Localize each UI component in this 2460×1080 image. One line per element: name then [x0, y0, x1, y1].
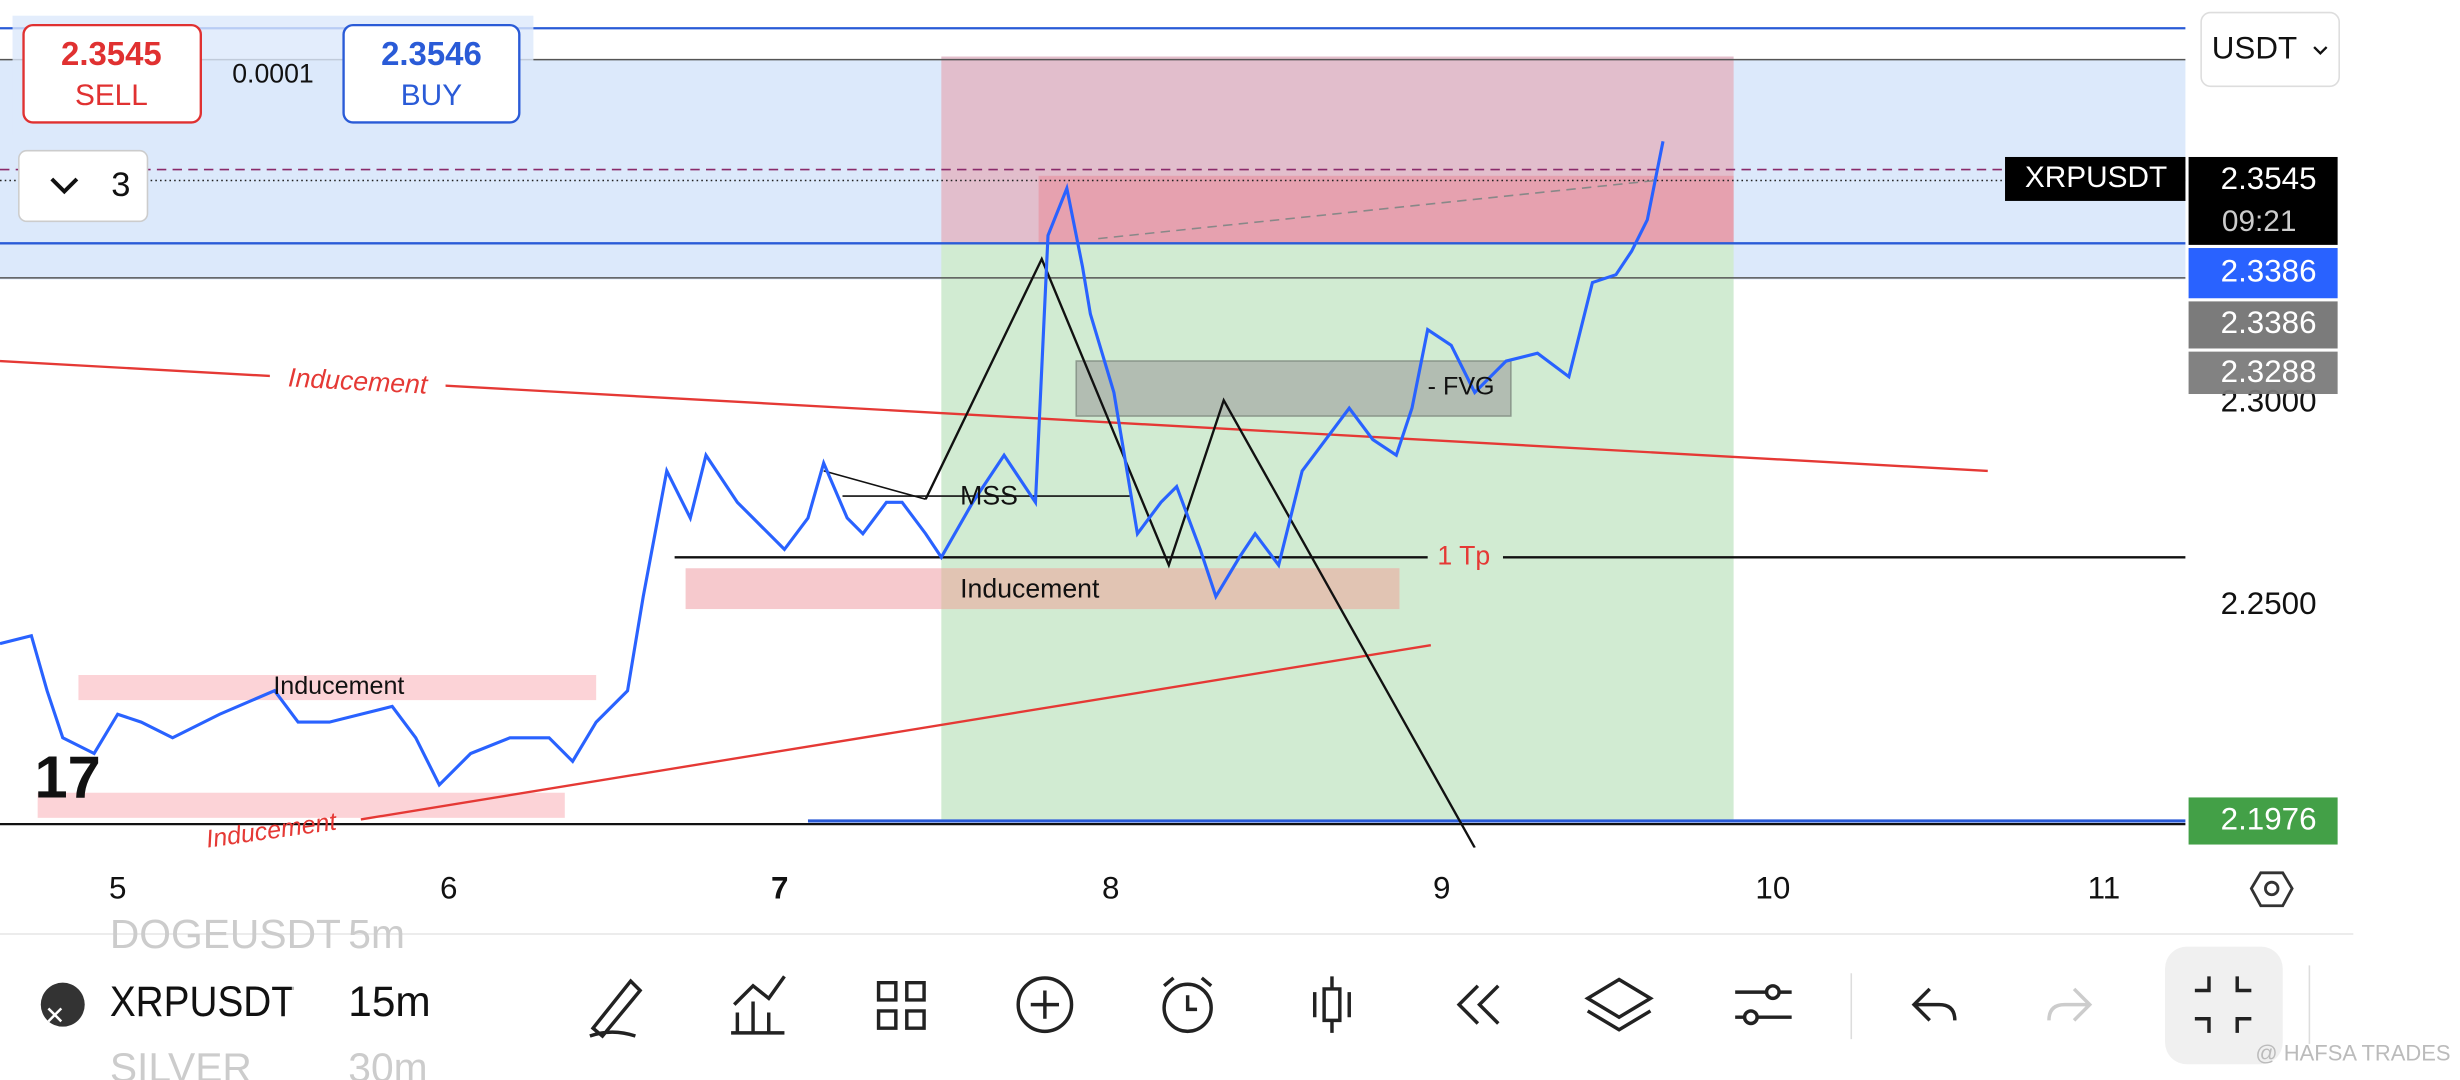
currency-dropdown[interactable] — [2200, 11, 2340, 88]
slider-knob — [1764, 984, 1781, 1001]
replay-icon[interactable] — [1456, 984, 1500, 1025]
currency: USDT — [2212, 31, 2297, 66]
add-icon-plus — [1030, 990, 1059, 1019]
indicator-icon[interactable] — [731, 975, 786, 1035]
alert-icon-hands — [1163, 976, 1213, 1012]
symbol-tag-text: XRPUSDT — [2025, 161, 2167, 194]
price-tag — [2188, 797, 2338, 845]
draw-icon[interactable] — [589, 978, 643, 1039]
price-tag — [2188, 301, 2338, 349]
ghost-interval: 5m — [348, 911, 405, 957]
inducement-box — [78, 675, 597, 701]
tp-label: 1 Tp — [1437, 540, 1490, 570]
time-label: 10 — [1755, 870, 1790, 905]
buy-price: 2.3546 — [381, 35, 482, 72]
time-label: 6 — [440, 870, 457, 905]
spread: 0.0001 — [232, 58, 314, 88]
templates-icon[interactable] — [876, 980, 926, 1030]
fade — [291, 973, 324, 1037]
price-label: 2.3288 — [2221, 354, 2317, 389]
chevron — [50, 177, 79, 195]
last-price: 2.3545 — [2221, 161, 2317, 196]
chevron — [2313, 46, 2328, 56]
price-label: 2.3386 — [2221, 305, 2317, 340]
label-bg — [1427, 540, 1503, 575]
collapse-icon — [2194, 976, 2252, 1033]
sell-button[interactable] — [22, 23, 202, 124]
alert-icon[interactable] — [1162, 982, 1213, 1034]
buy-button[interactable] — [342, 23, 521, 124]
undo-icon[interactable] — [1911, 987, 1957, 1022]
symbol[interactable]: XRPUSDT — [110, 978, 295, 1025]
redo-icon[interactable] — [2047, 987, 2093, 1022]
target-zone — [941, 243, 1734, 820]
symbol-tag — [2005, 156, 2186, 201]
time-axis-labels: 5 6 7 8 9 10 11 — [109, 870, 2120, 905]
slider-knob — [1742, 1009, 1759, 1026]
layout-dropdown[interactable] — [18, 149, 149, 223]
last-price-tag — [2188, 156, 2338, 245]
inducement-label: Inducement — [273, 672, 404, 700]
zigzag — [924, 256, 1476, 849]
chart-type-icon[interactable] — [1312, 976, 1351, 1033]
sell-label: SELL — [75, 79, 148, 112]
inducement-box — [37, 792, 565, 818]
fvg-box — [1075, 360, 1512, 417]
price-label: 2.1976 — [2221, 801, 2317, 836]
fullscreen-button[interactable] — [2165, 946, 2283, 1065]
price-tag — [2188, 248, 2338, 299]
price-tag — [2188, 351, 2338, 395]
mss-label: MSS — [960, 481, 1018, 511]
trend-line — [360, 644, 1432, 821]
zigzag — [823, 470, 926, 500]
ghost-symbol: DOGEUSDT — [110, 911, 341, 957]
inducement-label: Inducement — [960, 573, 1100, 603]
time-label: 8 — [1102, 870, 1119, 905]
ghost-symbol: SILVER — [110, 1044, 252, 1080]
watermark: @ HAFSA TRADES — [2255, 1041, 2450, 1066]
price-scale — [2185, 0, 2460, 935]
layers-icon[interactable] — [1584, 977, 1654, 1032]
stop-zone-inner — [1038, 175, 1734, 244]
interval[interactable]: 15m — [348, 978, 430, 1025]
label-bg — [269, 365, 446, 401]
time-label: 7 — [771, 870, 788, 905]
price-label: 2.3386 — [2221, 253, 2317, 288]
fvg-label: - FVG — [1428, 372, 1495, 400]
time-label: 11 — [2088, 870, 2121, 905]
countdown: 09:21 — [2222, 205, 2297, 238]
ghost-interval: 30m — [348, 1044, 427, 1080]
time-label: 5 — [109, 870, 126, 905]
time-axis — [0, 847, 2354, 935]
close-icon[interactable]: ✕ — [44, 1002, 65, 1030]
toolbar-icons — [589, 975, 2093, 1039]
buy-label: BUY — [401, 79, 462, 112]
time-label: 9 — [1433, 870, 1450, 905]
settings-icon[interactable] — [2249, 871, 2294, 908]
symbol-icon — [40, 982, 85, 1027]
add-icon[interactable] — [1016, 976, 1074, 1034]
sell-price: 2.3545 — [61, 35, 162, 72]
price-label: 2.2500 — [2221, 586, 2317, 621]
inducement-label: Inducement — [287, 362, 429, 399]
settings-icon-dot — [2264, 880, 2280, 897]
price-path — [0, 140, 1665, 788]
logo: 17 — [35, 743, 101, 810]
layout-count: 3 — [111, 166, 130, 204]
